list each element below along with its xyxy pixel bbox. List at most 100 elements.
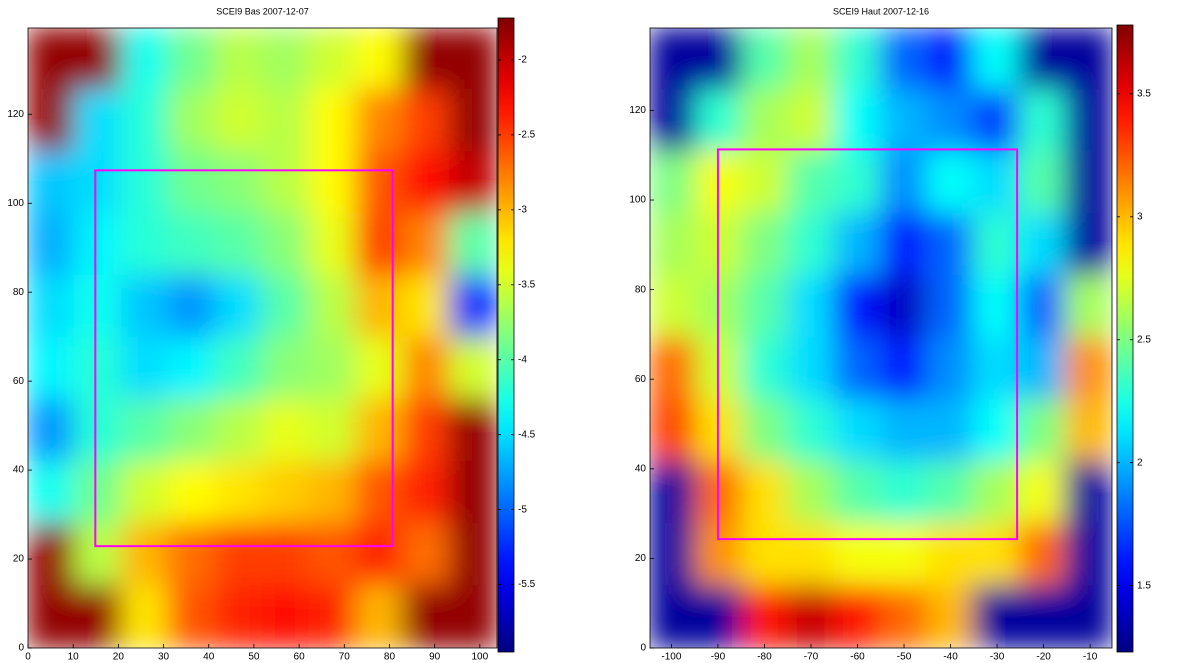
heatmap-cell (1018, 585, 1067, 648)
heatmap-cell (833, 213, 882, 277)
heatmap-cell (833, 585, 882, 648)
heatmap-cell (167, 523, 217, 587)
heatmap-cell (1064, 461, 1112, 525)
heatmap-cell (833, 337, 882, 401)
heatmap-cell (880, 275, 929, 339)
heatmap-cell (120, 275, 170, 339)
heatmap-cell (261, 461, 311, 525)
y-tick-label: 20 (635, 553, 647, 564)
heatmap-cell (741, 461, 790, 525)
heatmap-cell (120, 89, 170, 153)
heatmap-cell (833, 89, 882, 153)
heatmap-cell (741, 151, 790, 215)
heatmap-cell (650, 523, 698, 587)
heatmap-cell (787, 461, 836, 525)
heatmap-cell (972, 28, 1021, 91)
heatmap-cell (650, 461, 698, 525)
heatmap-cell (73, 151, 123, 215)
x-tick-label: -70 (804, 652, 819, 663)
heatmap-cell (28, 523, 76, 587)
heatmap-cell (73, 399, 123, 463)
heatmap-cell (73, 89, 123, 153)
heatmap-cell (167, 89, 217, 153)
heatmap-cell (926, 523, 975, 587)
heatmap-cell (261, 337, 311, 401)
heatmap-cell (787, 337, 836, 401)
heatmap-cell (355, 275, 405, 339)
heatmap-cell (972, 523, 1021, 587)
heatmap-cell (449, 28, 497, 91)
x-tick-label: 0 (25, 652, 31, 663)
heatmap-cell (261, 399, 311, 463)
colorbar-tick-label: 3.5 (1137, 88, 1151, 99)
heatmap-cell (214, 213, 264, 277)
y-tick-label: 80 (635, 284, 647, 295)
heatmap-cell (741, 89, 790, 153)
heatmap-cell (833, 28, 882, 91)
heatmap-cell (926, 461, 975, 525)
x-tick-label: -30 (990, 652, 1005, 663)
heatmap-cell (261, 213, 311, 277)
chart-title: SCEI9 Bas 2007-12-07 (216, 6, 309, 16)
axes-frame (649, 27, 1113, 649)
heatmap-cell (120, 399, 170, 463)
heatmap-cell (695, 585, 744, 648)
heatmap-cell (308, 585, 358, 648)
heatmap-cell (214, 461, 264, 525)
heatmap-cell (1064, 585, 1112, 648)
heatmap-cell (880, 337, 929, 401)
heatmap-cell (1018, 151, 1067, 215)
heatmap-cell (650, 275, 698, 339)
heatmap-cell (972, 89, 1021, 153)
heatmap-cell (214, 151, 264, 215)
x-tick-label: 20 (113, 652, 125, 663)
x-tick-label: -100 (661, 652, 681, 663)
heatmap-cell (972, 461, 1021, 525)
heatmap-cell (1064, 523, 1112, 587)
heatmap-cell (355, 399, 405, 463)
heatmap-cell (449, 523, 497, 587)
heatmap-cell (741, 523, 790, 587)
heatmap-cell (308, 28, 358, 91)
heatmap-cell (449, 399, 497, 463)
y-tick-label: 0 (18, 643, 24, 654)
heatmap-cell (695, 337, 744, 401)
x-tick-label: -10 (1083, 652, 1098, 663)
heatmap-cell (787, 523, 836, 587)
heatmap-cell (28, 151, 76, 215)
heatmap-cell (355, 151, 405, 215)
heatmap-cell (214, 523, 264, 587)
y-tick-label: 40 (635, 463, 647, 474)
heatmap-cell (880, 28, 929, 91)
x-tick-label: 60 (294, 652, 306, 663)
x-tick-label: 50 (248, 652, 260, 663)
heatmap-cell (787, 275, 836, 339)
region-box (94, 169, 394, 548)
heatmap-cell (308, 89, 358, 153)
heatmap-cell (355, 213, 405, 277)
heatmap-cell (833, 523, 882, 587)
heatmap-cell (214, 399, 264, 463)
x-tick-label: -50 (897, 652, 912, 663)
heatmap-cell (880, 461, 929, 525)
heatmap-cell (261, 151, 311, 215)
x-tick-label: 30 (158, 652, 170, 663)
y-tick-label: 60 (13, 376, 25, 387)
heatmap-cell (880, 399, 929, 463)
heatmap-cell (73, 275, 123, 339)
heatmap-cell (308, 213, 358, 277)
y-tick-label: 100 (629, 195, 646, 206)
heatmap-cell (28, 213, 76, 277)
heatmap-cell (741, 585, 790, 648)
colorbar-tick-label: -3 (518, 204, 527, 215)
x-tick-label: -90 (711, 652, 726, 663)
heatmap-cell (650, 337, 698, 401)
y-tick-label: 100 (7, 198, 24, 209)
y-tick-label: 120 (7, 109, 24, 120)
heatmap-cell (308, 275, 358, 339)
heatmap-cell (73, 28, 123, 91)
heatmap-cell (261, 89, 311, 153)
heatmap-cell (120, 523, 170, 587)
x-tick-label: 40 (203, 652, 215, 663)
heatmap-cell (261, 28, 311, 91)
